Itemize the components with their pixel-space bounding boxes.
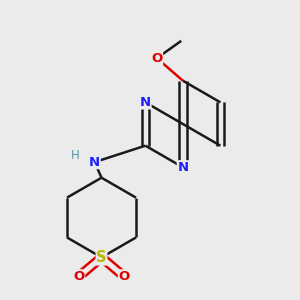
Text: N: N <box>89 156 100 169</box>
Text: S: S <box>96 250 107 265</box>
Text: O: O <box>118 270 130 283</box>
Text: N: N <box>177 161 188 174</box>
Text: O: O <box>74 270 85 283</box>
Text: N: N <box>140 96 151 109</box>
Text: H: H <box>71 149 80 162</box>
Text: O: O <box>151 52 163 65</box>
